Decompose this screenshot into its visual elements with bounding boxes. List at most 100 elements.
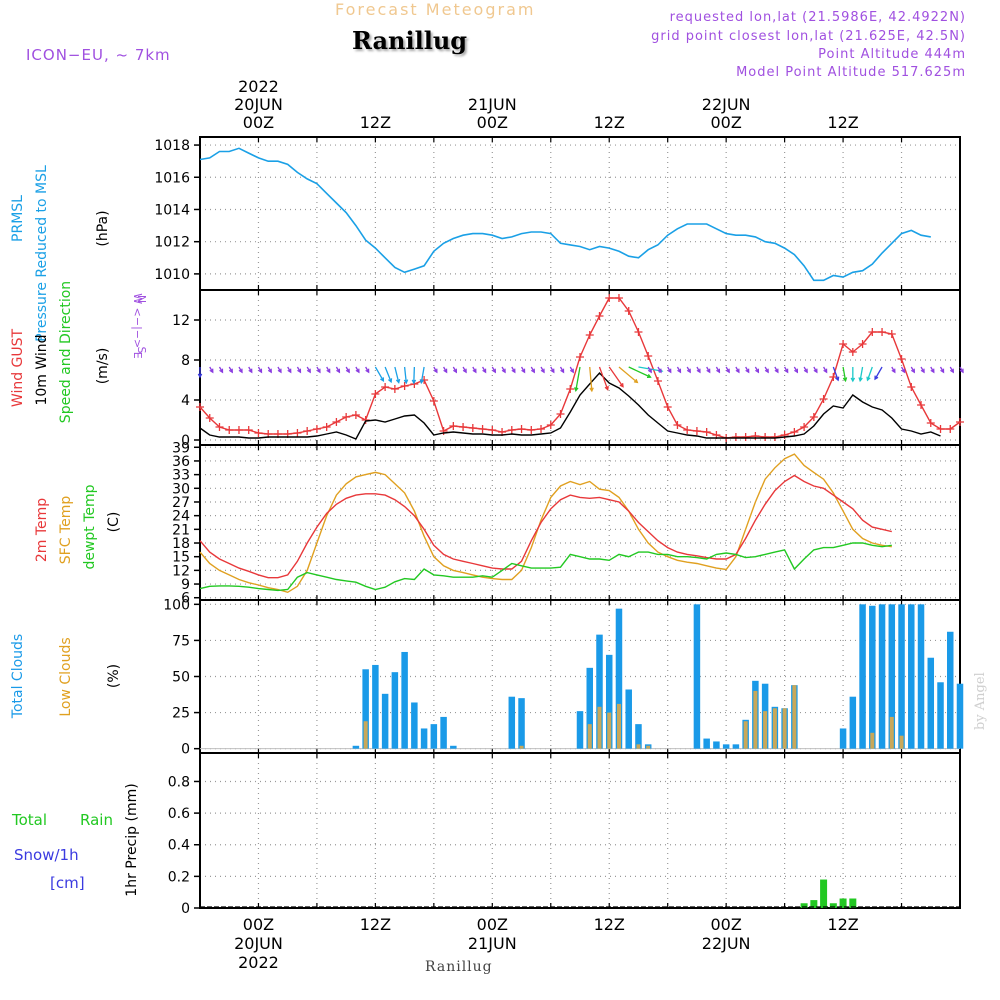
low-cloud-bar — [899, 735, 904, 749]
gust-marker — [527, 426, 536, 434]
gust-axis-label: Wind GUST — [10, 328, 26, 407]
total-cloud-bar — [615, 608, 623, 749]
wind-arrow-head — [706, 368, 711, 374]
wind-arrow-head — [794, 368, 799, 374]
wind-direction-arrow — [598, 366, 609, 390]
gust-marker — [459, 423, 468, 431]
gust-marker — [644, 352, 653, 360]
gust-marker — [926, 419, 935, 427]
gust-marker — [566, 385, 575, 393]
gust-marker — [234, 426, 243, 434]
gust-marker — [946, 425, 955, 433]
gust-marker — [429, 397, 438, 405]
gust-marker — [605, 294, 614, 302]
rain-bar — [839, 898, 847, 908]
y-tick-label: 100 — [163, 597, 190, 613]
gust-marker — [790, 428, 799, 436]
gust-marker — [770, 433, 779, 441]
y-tick-label: 18 — [172, 536, 190, 552]
snow-unit-legend: [cm] — [50, 874, 85, 892]
total-cloud-bar — [372, 664, 379, 749]
total-cloud-bar — [596, 634, 603, 749]
total-cloud-bar — [722, 744, 730, 749]
gust-marker — [478, 425, 487, 433]
x-axis-bottom-label: 12Z — [827, 915, 858, 934]
gust-marker — [556, 410, 565, 418]
gust-marker — [196, 403, 204, 411]
y-tick-label: 0.8 — [168, 774, 190, 790]
temp-2m-axis-label: 2m Temp — [34, 498, 50, 562]
gust-marker — [585, 331, 594, 339]
clouds-unit-label: (%) — [106, 664, 122, 688]
wind-direction-arrow — [608, 366, 624, 388]
model-altitude: Model Point Altitude 517.625m — [736, 65, 966, 80]
grid-point-coords: grid point closest lon,lat (21.625E, 42.… — [651, 29, 966, 44]
x-axis-bottom-label: 2022 — [238, 953, 279, 972]
panel-frame-temperature — [199, 444, 961, 601]
low-cloud-bar — [646, 745, 651, 749]
wind-arrow-head — [803, 368, 808, 374]
wind-arrow-head — [657, 368, 662, 374]
gust-marker — [878, 328, 887, 336]
y-tick-label: 36 — [172, 454, 190, 470]
gust-marker — [390, 385, 399, 393]
gust-marker — [624, 307, 633, 315]
gust-marker — [683, 426, 692, 434]
panel-frame-precip — [199, 752, 961, 909]
y-tick-label: 27 — [172, 495, 190, 511]
total-cloud-bar — [947, 631, 954, 749]
wind-arrow-head — [725, 368, 730, 374]
wind-arrow-head — [619, 383, 624, 388]
y-tick-label: 1012 — [154, 235, 190, 251]
y-tick-label: 25 — [172, 706, 190, 722]
gust-marker — [858, 340, 867, 348]
y-tick-label: 30 — [172, 481, 190, 497]
pressure-axis-label: Pressure Reduced to MSL — [34, 165, 50, 342]
wind-arrow-head — [949, 368, 954, 374]
x-axis-top-label: 12Z — [594, 113, 625, 132]
wind-arrow-head — [388, 378, 393, 384]
credit-watermark: by Angel — [973, 672, 988, 730]
x-axis-bottom-label: 20JUN — [234, 934, 283, 953]
sfc-temp-line — [199, 453, 892, 594]
wind-arrow-head — [248, 368, 253, 374]
gust-marker — [507, 426, 516, 434]
wind-arrow-head — [316, 368, 321, 374]
precip-axis-label: 1hr Precip (mm) — [124, 783, 140, 896]
wind-arrow-head — [197, 373, 203, 379]
total-cloud-bar — [586, 667, 593, 749]
x-axis-top-label: 00Z — [710, 113, 741, 132]
wind-arrow-head — [209, 368, 214, 374]
wind-arrow-head — [540, 368, 545, 374]
wind-arrow-head — [842, 377, 848, 383]
total-cloud-bar — [732, 744, 740, 749]
x-axis-bottom-label: 00Z — [710, 915, 741, 934]
wind-direction-arrow — [403, 366, 407, 383]
gust-marker — [468, 424, 477, 432]
wind-arrow-head — [219, 368, 224, 374]
wind-arrow-head — [306, 368, 311, 374]
total-cloud-bar — [849, 696, 857, 749]
wind-arrow-head — [667, 368, 672, 374]
wind-arrow-head — [326, 368, 331, 374]
wind-arrow-head — [345, 368, 350, 374]
total-cloud-bar — [713, 741, 720, 749]
total-rain-legend-rain: Rain — [80, 811, 113, 829]
top-title: Forecast Meteogram — [335, 0, 536, 19]
y-tick-label: 0 — [181, 901, 190, 917]
low-cloud-bar — [607, 712, 612, 749]
wind-arrow-head — [633, 378, 639, 384]
y-tick-label: 0.2 — [168, 869, 190, 885]
low-cloud-bar — [772, 708, 777, 749]
total-cloud-bar — [703, 738, 710, 749]
y-tick-label: 4 — [181, 393, 190, 409]
total-cloud-bar — [908, 604, 915, 749]
low-cloud-bar — [363, 721, 368, 749]
wind-arrow-head — [419, 379, 425, 385]
wind-direction-arrow — [420, 366, 425, 383]
wind-axis-label: 10m Wind — [34, 334, 50, 405]
gust-marker — [205, 414, 214, 422]
wind-arrow-head — [850, 377, 856, 383]
gust-marker — [225, 426, 234, 434]
point-altitude: Point Altitude 444m — [818, 47, 966, 62]
